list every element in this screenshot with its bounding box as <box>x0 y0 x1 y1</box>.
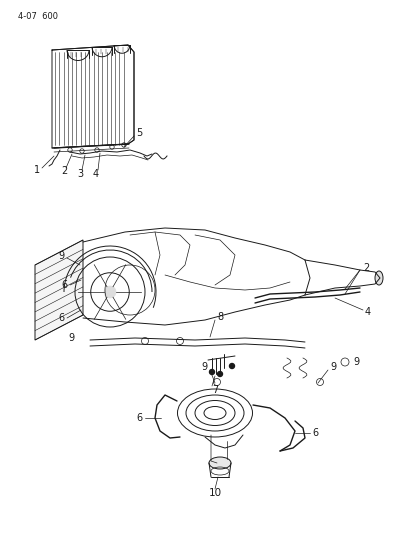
Circle shape <box>104 286 116 298</box>
Text: 8: 8 <box>216 312 222 322</box>
Text: 9: 9 <box>59 251 65 261</box>
Ellipse shape <box>374 271 382 285</box>
Polygon shape <box>35 240 83 340</box>
Text: 2: 2 <box>61 166 67 176</box>
Text: 5: 5 <box>136 128 142 138</box>
Circle shape <box>217 372 222 376</box>
Text: 6: 6 <box>311 428 317 438</box>
Text: 10: 10 <box>208 488 221 498</box>
Text: 9: 9 <box>329 362 335 372</box>
Text: 4: 4 <box>93 169 99 179</box>
Text: 9: 9 <box>68 333 74 343</box>
Text: 6: 6 <box>137 413 143 423</box>
Text: 2: 2 <box>362 263 369 273</box>
Circle shape <box>229 364 234 368</box>
Text: 6: 6 <box>62 280 68 290</box>
Text: 9: 9 <box>201 362 207 372</box>
Text: 4-07  600: 4-07 600 <box>18 12 58 21</box>
Text: 7: 7 <box>211 385 218 395</box>
Text: 6: 6 <box>59 313 65 323</box>
Text: 3: 3 <box>77 169 83 179</box>
Text: 9: 9 <box>352 357 358 367</box>
Ellipse shape <box>209 457 230 469</box>
Text: 4: 4 <box>364 307 370 317</box>
Text: 1: 1 <box>34 165 40 175</box>
Circle shape <box>209 369 214 375</box>
